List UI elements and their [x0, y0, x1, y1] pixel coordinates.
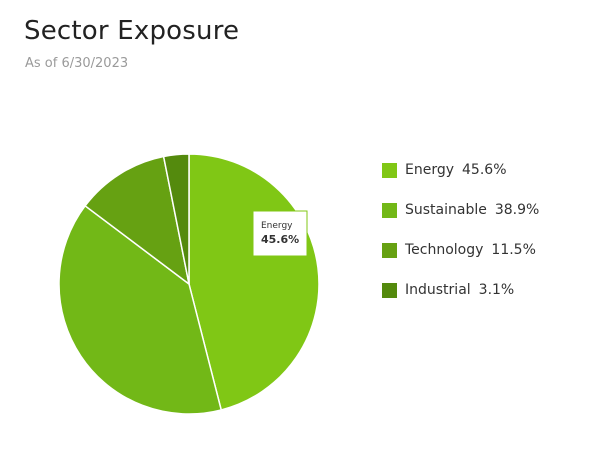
as-of-date: As of 6/30/2023 [25, 56, 129, 71]
legend-value-industrial: 3.1% [478, 282, 515, 298]
pie-slice-industrial[interactable] [162, 153, 190, 285]
legend-value-sustainable: 38.9% [494, 202, 540, 218]
legend-swatch-sustainable [382, 202, 397, 218]
pie-slice-technology[interactable] [84, 155, 191, 286]
legend-item-energy[interactable]: Energy 45.6% [382, 150, 539, 190]
legend-value-energy: 45.6% [462, 162, 507, 178]
tooltip-value: 45.6% [261, 233, 299, 246]
pie-slices [58, 153, 320, 415]
chart-legend: Energy 45.6% Sustainable 38.9% Technolog… [382, 150, 539, 310]
legend-label-technology: Technology [405, 242, 484, 258]
legend-swatch-technology [382, 242, 397, 258]
legend-label-energy: Energy [405, 162, 455, 178]
legend-swatch-industrial [382, 282, 397, 298]
pie-slice-sustainable[interactable] [58, 204, 223, 415]
legend-label-industrial: Industrial [405, 282, 471, 298]
legend-item-industrial[interactable]: Industrial 3.1% [382, 270, 539, 310]
legend-label-sustainable: Sustainable [405, 202, 487, 218]
legend-value-technology: 11.5% [491, 242, 536, 258]
chart-title: Sector Exposure [24, 16, 240, 46]
legend-item-technology[interactable]: Technology 11.5% [382, 230, 539, 270]
chart-tooltip: Energy 45.6% [252, 210, 308, 257]
legend-item-sustainable[interactable]: Sustainable 38.9% [382, 190, 539, 230]
legend-swatch-energy [382, 162, 397, 178]
tooltip-category: Energy [261, 221, 293, 231]
